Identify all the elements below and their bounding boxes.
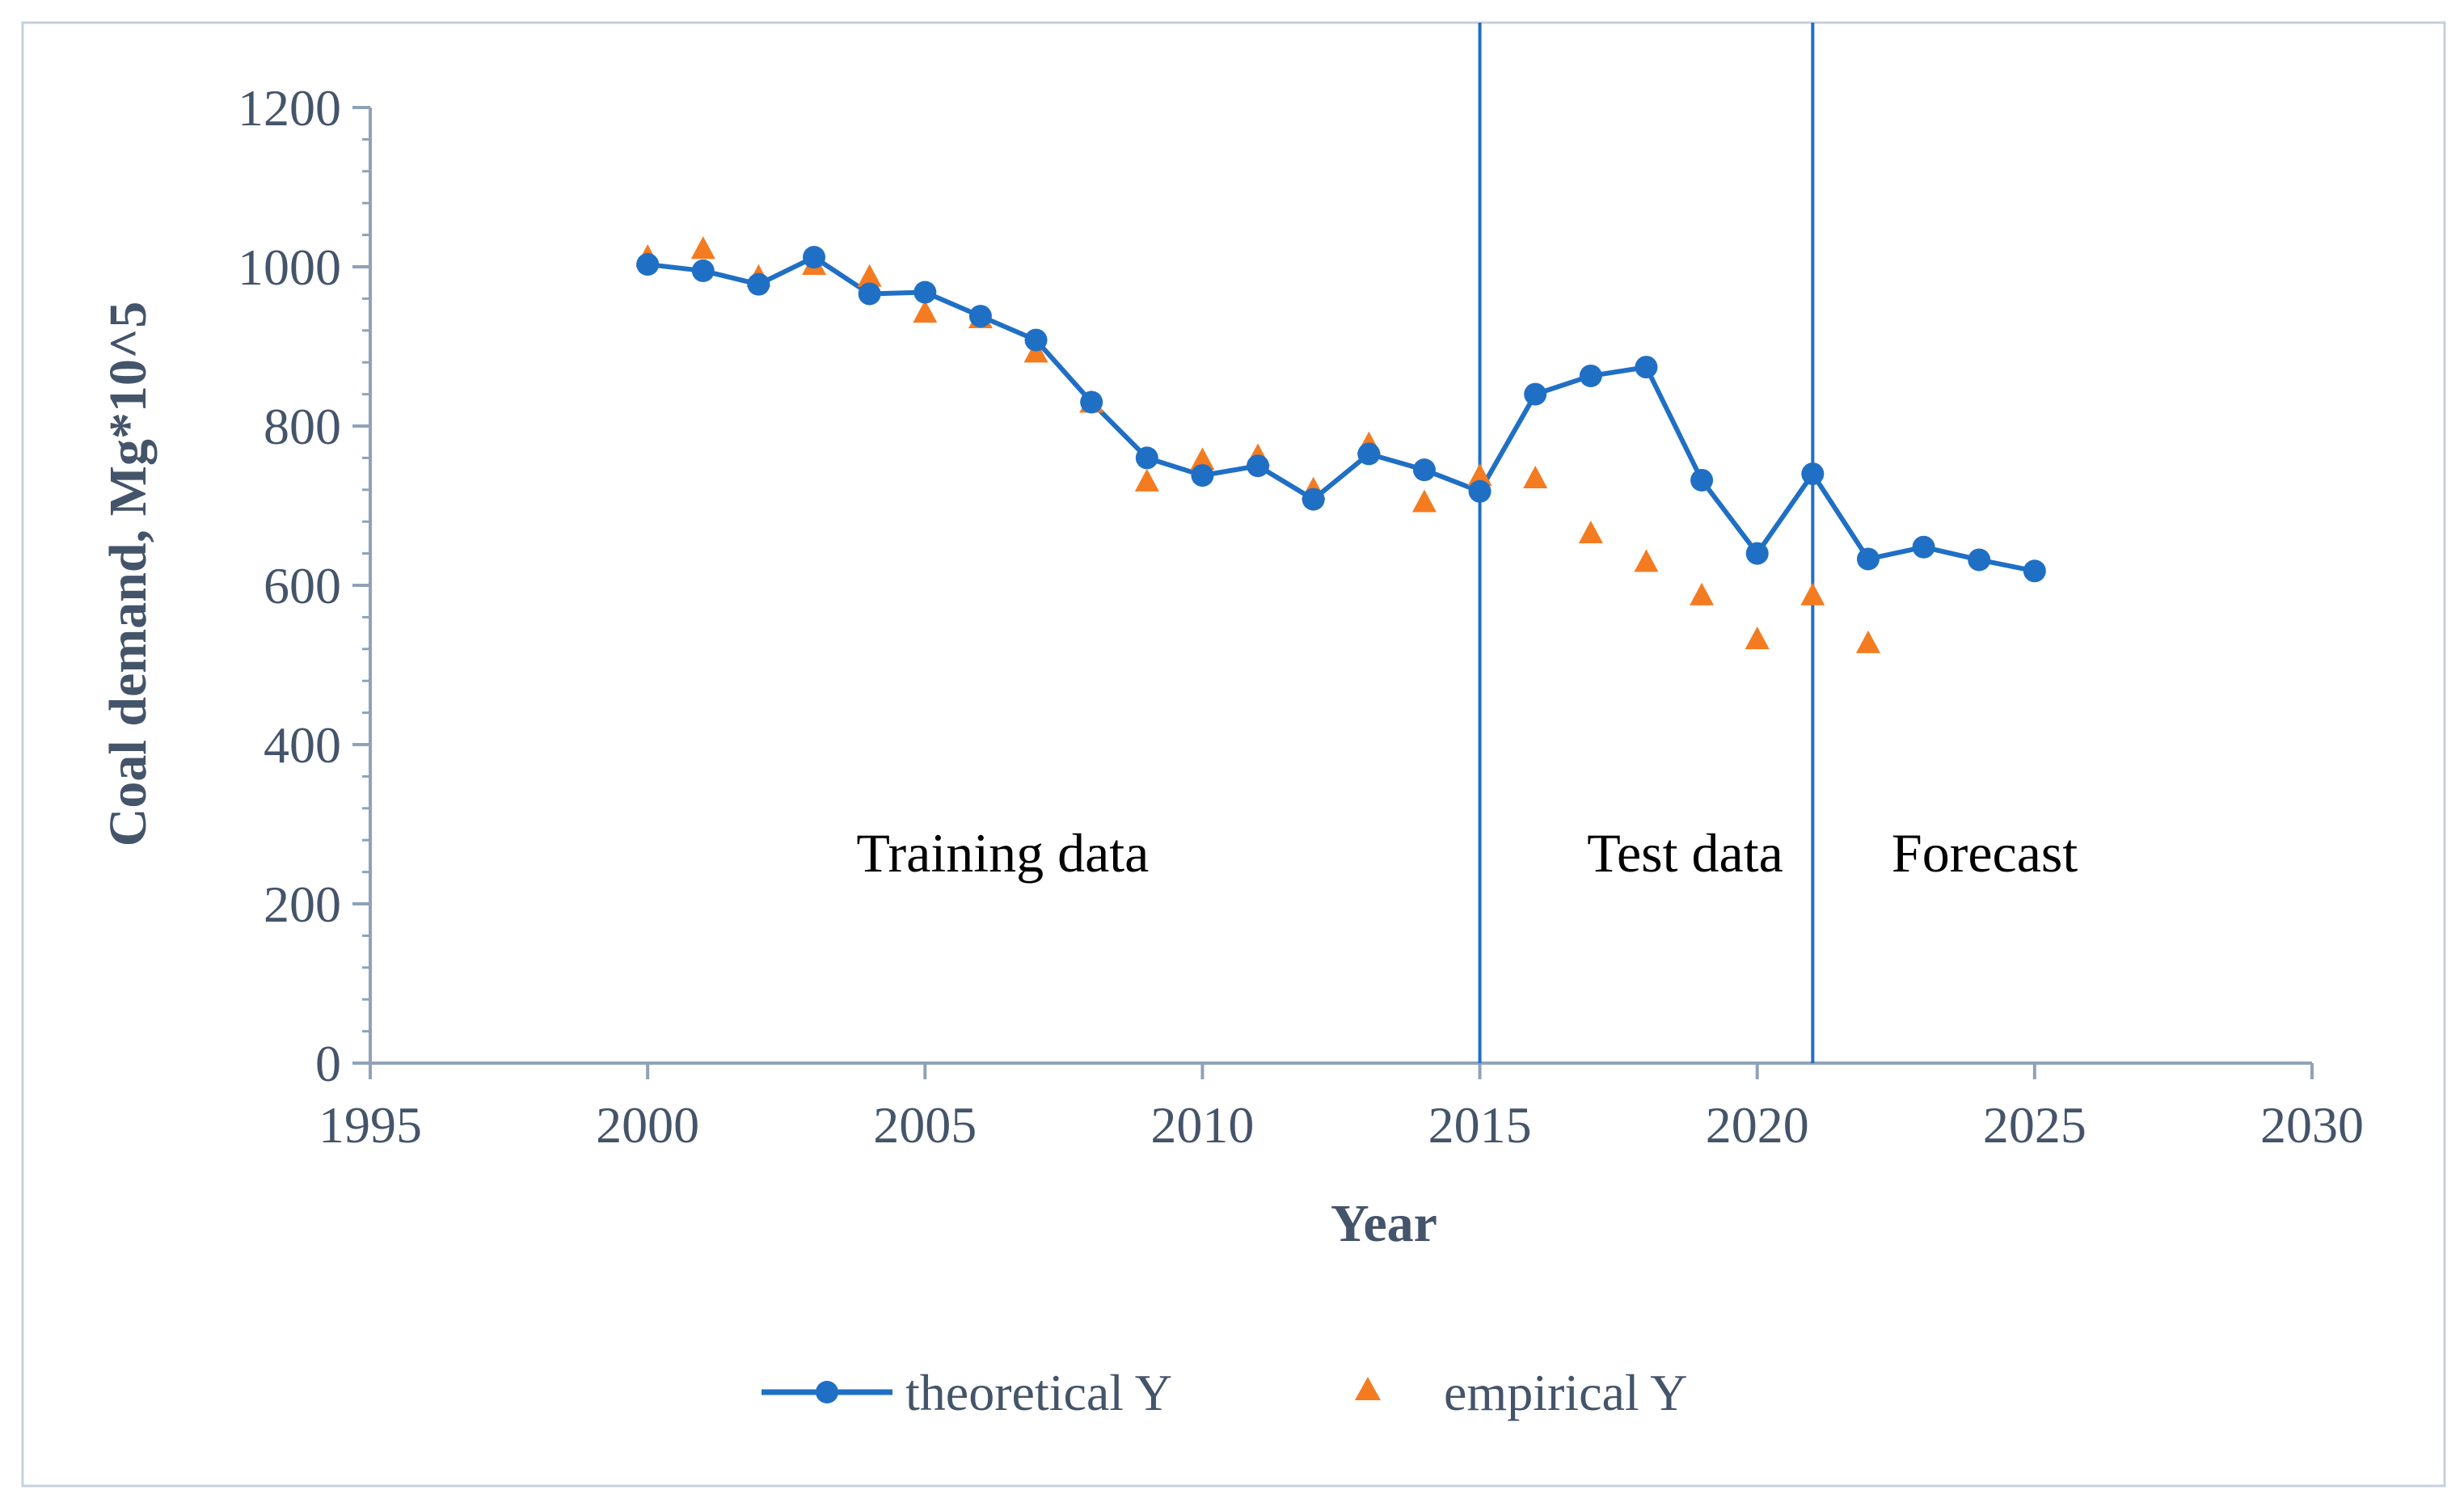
y-tick-label: 1200 <box>238 79 341 137</box>
theoretical-point <box>1135 446 1158 470</box>
y-tick-label: 800 <box>264 398 341 455</box>
theoretical-point <box>858 282 881 306</box>
empirical-point <box>1523 465 1548 488</box>
theoretical-point <box>1635 356 1658 379</box>
theoretical-point <box>1912 535 1935 559</box>
region-label: Test data <box>1587 822 1783 884</box>
empirical-point <box>1800 582 1825 606</box>
y-axis-title: Coal demand, Mg*10^5 <box>99 302 158 847</box>
x-axis: 1995 2000 2005 2010 2015 2020 2025 2030 <box>319 1061 2364 1154</box>
theoretical-point <box>636 253 660 276</box>
empirical-point <box>1190 447 1215 471</box>
empirical-point <box>913 300 938 323</box>
empirical-point <box>690 236 715 260</box>
y-tick-label: 0 <box>315 1035 341 1092</box>
region-labels: Training data Test data Forecast <box>856 822 2078 884</box>
empirical-point <box>1745 626 1770 649</box>
theoretical-point <box>1968 548 1991 572</box>
y-tick-label: 600 <box>264 557 341 614</box>
theoretical-point <box>1856 547 1880 571</box>
theoretical-point <box>1024 328 1048 352</box>
empirical-point <box>1411 489 1437 513</box>
theoretical-point <box>1524 382 1547 406</box>
theoretical-point <box>691 259 715 282</box>
theoretical-point <box>1690 468 1714 492</box>
theoretical-point <box>747 272 770 296</box>
legend-label-theoretical: theoretical Y <box>905 1364 1172 1421</box>
theoretical-point <box>1191 464 1214 487</box>
legend: theoretical Y empirical Y <box>762 1364 1688 1421</box>
y-tick-label: 200 <box>264 876 341 933</box>
x-tick-label: 2025 <box>1983 1096 2086 1154</box>
x-tick-label: 1995 <box>319 1096 422 1154</box>
y-axis: 0 200 400 600 800 1000 1200 <box>238 79 372 1092</box>
x-tick-label: 2005 <box>873 1096 977 1154</box>
legend-marker-empirical <box>1355 1377 1381 1400</box>
x-tick-label: 2030 <box>2260 1096 2364 1154</box>
legend-marker-theoretical <box>816 1381 838 1403</box>
theoretical-point <box>803 246 826 269</box>
theoretical-point <box>1801 462 1825 486</box>
theoretical-point <box>1412 458 1436 482</box>
region-label: Training data <box>856 822 1149 884</box>
theoretical-point <box>1247 454 1270 478</box>
x-axis-title: Year <box>1331 1194 1437 1253</box>
y-tick-label: 1000 <box>238 238 341 296</box>
chart-frame <box>21 21 2446 1488</box>
theoretical-point <box>1579 364 1602 387</box>
theoretical-point <box>2023 559 2046 583</box>
theoretical-point <box>1080 390 1103 414</box>
x-tick-label: 2000 <box>596 1096 699 1154</box>
series-layer <box>635 236 2046 653</box>
x-tick-label: 2015 <box>1428 1096 1532 1154</box>
empirical-point <box>1467 463 1492 487</box>
theoretical-point <box>1745 542 1769 565</box>
y-tick-label: 400 <box>264 716 341 774</box>
theoretical-point <box>1357 442 1381 466</box>
empirical-point <box>1690 582 1715 606</box>
empirical-point <box>1134 468 1159 492</box>
theoretical-point <box>1302 487 1325 511</box>
empirical-point <box>1634 549 1659 572</box>
x-tick-label: 2020 <box>1706 1096 1809 1154</box>
region-label: Forecast <box>1892 822 2078 884</box>
x-tick-label: 2010 <box>1150 1096 1254 1154</box>
region-dividers <box>1478 23 1815 1063</box>
empirical-point <box>1855 630 1880 653</box>
theoretical-point <box>913 281 937 304</box>
theoretical-point <box>968 305 992 328</box>
theoretical-point <box>1468 479 1491 503</box>
legend-label-empirical: empirical Y <box>1444 1364 1688 1421</box>
empirical-point <box>857 264 882 287</box>
empirical-point <box>1578 520 1603 543</box>
